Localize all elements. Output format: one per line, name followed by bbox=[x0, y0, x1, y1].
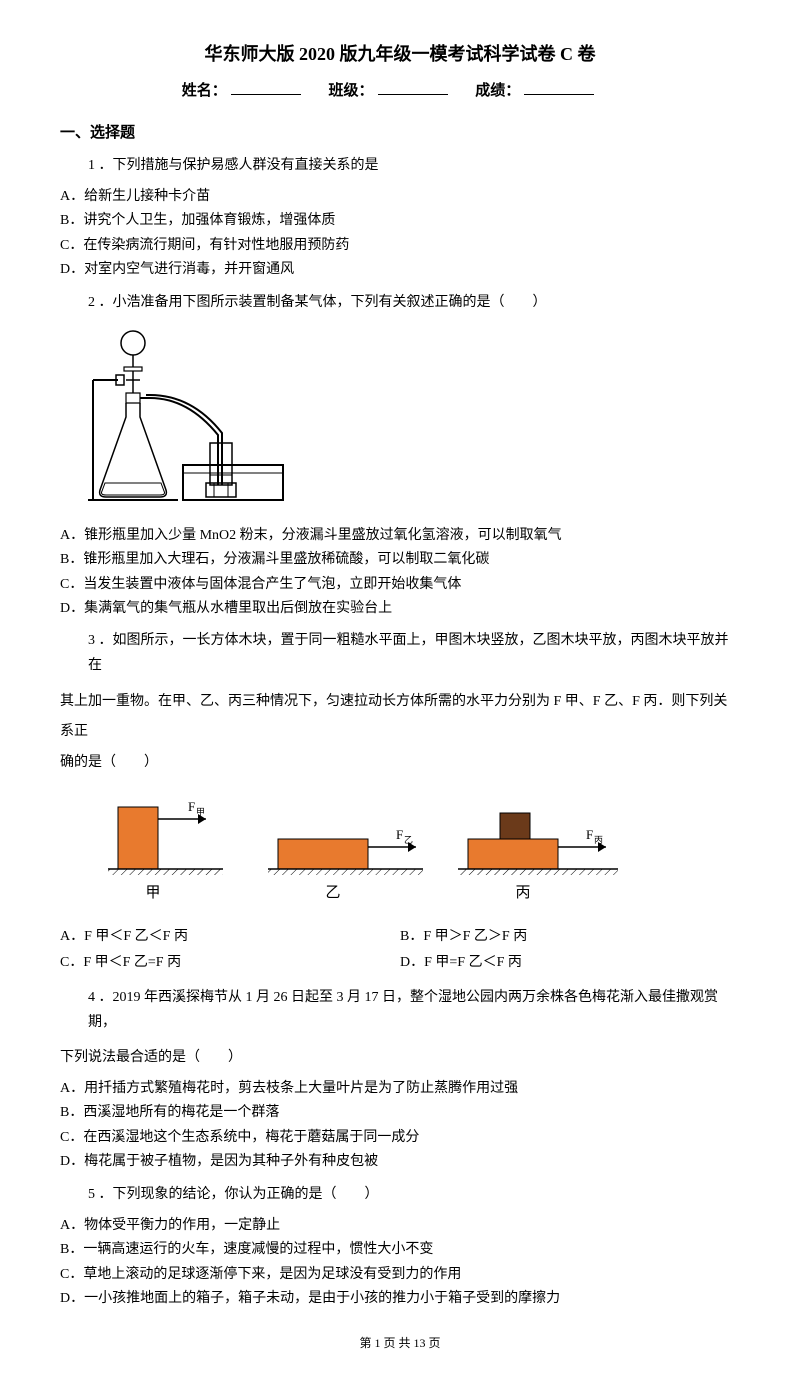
page-title: 华东师大版 2020 版九年级一模考试科学试卷 C 卷 bbox=[60, 40, 740, 69]
q3-label-yi: 乙 bbox=[325, 885, 340, 901]
q3-option-b: B．F 甲＞F 乙＞F 丙 bbox=[400, 926, 740, 948]
q3-diagram: F 甲 甲 F 乙 乙 F 丙 丙 bbox=[88, 789, 740, 914]
q5-option-d: D．一小孩推地面上的箱子，箱子未动，是由于小孩的推力小于箱子受到的摩擦力 bbox=[60, 1288, 740, 1310]
q2-stem: 2 ．小浩准备用下图所示装置制备某气体，下列有关叙述正确的是（ ） bbox=[88, 290, 740, 315]
q3-label-f-jia: F bbox=[188, 799, 195, 814]
q2-option-d: D．集满氧气的集气瓶从水槽里取出后倒放在实验台上 bbox=[60, 598, 740, 620]
q4-option-b: B．西溪湿地所有的梅花是一个群落 bbox=[60, 1102, 740, 1124]
q4-option-d: D．梅花属于被子植物，是因为其种子外有种皮包被 bbox=[60, 1151, 740, 1173]
q1-option-d: D．对室内空气进行消毒，并开窗通风 bbox=[60, 259, 740, 281]
q3-stem-line1: 3 ．如图所示，一长方体木块，置于同一粗糙水平面上，甲图木块竖放，乙图木块平放，… bbox=[88, 628, 740, 678]
q3-stem-line3: 确的是（ ） bbox=[60, 748, 740, 779]
q2-option-c: C．当发生装置中液体与固体混合产生了气泡，立即开始收集气体 bbox=[60, 574, 740, 596]
q1-option-a: A．给新生儿接种卡介苗 bbox=[60, 186, 740, 208]
q2-option-a: A．锥形瓶里加入少量 MnO2 粉末，分液漏斗里盛放过氧化氢溶液，可以制取氧气 bbox=[60, 525, 740, 547]
q4-stem-line1: 4 ．2019 年西溪探梅节从 1 月 26 日起至 3 月 17 日，整个湿地… bbox=[88, 985, 740, 1035]
name-label: 姓名： bbox=[182, 83, 227, 99]
q3-label-bing: 丙 bbox=[515, 885, 530, 901]
q5-option-c: C．草地上滚动的足球逐渐停下来，是因为足球没有受到力的作用 bbox=[60, 1264, 740, 1286]
page-footer: 第 1 页 共 13 页 bbox=[60, 1334, 740, 1353]
student-info-line: 姓名： 班级： 成绩： bbox=[60, 79, 740, 103]
name-blank[interactable] bbox=[231, 79, 301, 95]
q2-diagram bbox=[88, 325, 740, 515]
q1-option-b: B．讲究个人卫生，加强体育锻炼，增强体质 bbox=[60, 210, 740, 232]
score-label: 成绩： bbox=[475, 83, 520, 99]
section-1-heading: 一、选择题 bbox=[60, 121, 740, 145]
class-label: 班级： bbox=[328, 83, 373, 99]
q5-option-b: B．一辆高速运行的火车，速度减慢的过程中，惯性大小不变 bbox=[60, 1239, 740, 1261]
q3-option-d: D．F 甲=F 乙＜F 丙 bbox=[400, 952, 740, 974]
q3-label-f-yi-sub: 乙 bbox=[404, 835, 413, 845]
q2-option-b: B．锥形瓶里加入大理石，分液漏斗里盛放稀硫酸，可以制取二氧化碳 bbox=[60, 549, 740, 571]
class-blank[interactable] bbox=[378, 79, 448, 95]
q5-stem: 5 ．下列现象的结论，你认为正确的是（ ） bbox=[88, 1182, 740, 1207]
q3-label-f-bing: F bbox=[586, 827, 593, 842]
q3-stem-line2: 其上加一重物。在甲、乙、丙三种情况下，匀速拉动长方体所需的水平力分别为 F 甲、… bbox=[60, 687, 740, 749]
q3-label-f-jia-sub: 甲 bbox=[196, 807, 205, 817]
q3-label-f-yi: F bbox=[396, 827, 403, 842]
q4-stem-line2: 下列说法最合适的是（ ） bbox=[60, 1043, 740, 1074]
q4-option-c: C．在西溪湿地这个生态系统中，梅花于蘑菇属于同一成分 bbox=[60, 1127, 740, 1149]
score-blank[interactable] bbox=[524, 79, 594, 95]
q1-option-c: C．在传染病流行期间，有针对性地服用预防药 bbox=[60, 235, 740, 257]
q3-label-jia: 甲 bbox=[145, 885, 160, 901]
q1-stem: 1 ．下列措施与保护易感人群没有直接关系的是 bbox=[88, 153, 740, 178]
q3-options: A．F 甲＜F 乙＜F 丙 B．F 甲＞F 乙＞F 丙 C．F 甲＜F 乙=F … bbox=[60, 924, 740, 977]
q3-label-f-bing-sub: 丙 bbox=[594, 835, 603, 845]
q3-option-c: C．F 甲＜F 乙=F 丙 bbox=[60, 952, 400, 974]
q5-option-a: A．物体受平衡力的作用，一定静止 bbox=[60, 1215, 740, 1237]
q3-option-a: A．F 甲＜F 乙＜F 丙 bbox=[60, 926, 400, 948]
q4-option-a: A．用扦插方式繁殖梅花时，剪去枝条上大量叶片是为了防止蒸腾作用过强 bbox=[60, 1078, 740, 1100]
